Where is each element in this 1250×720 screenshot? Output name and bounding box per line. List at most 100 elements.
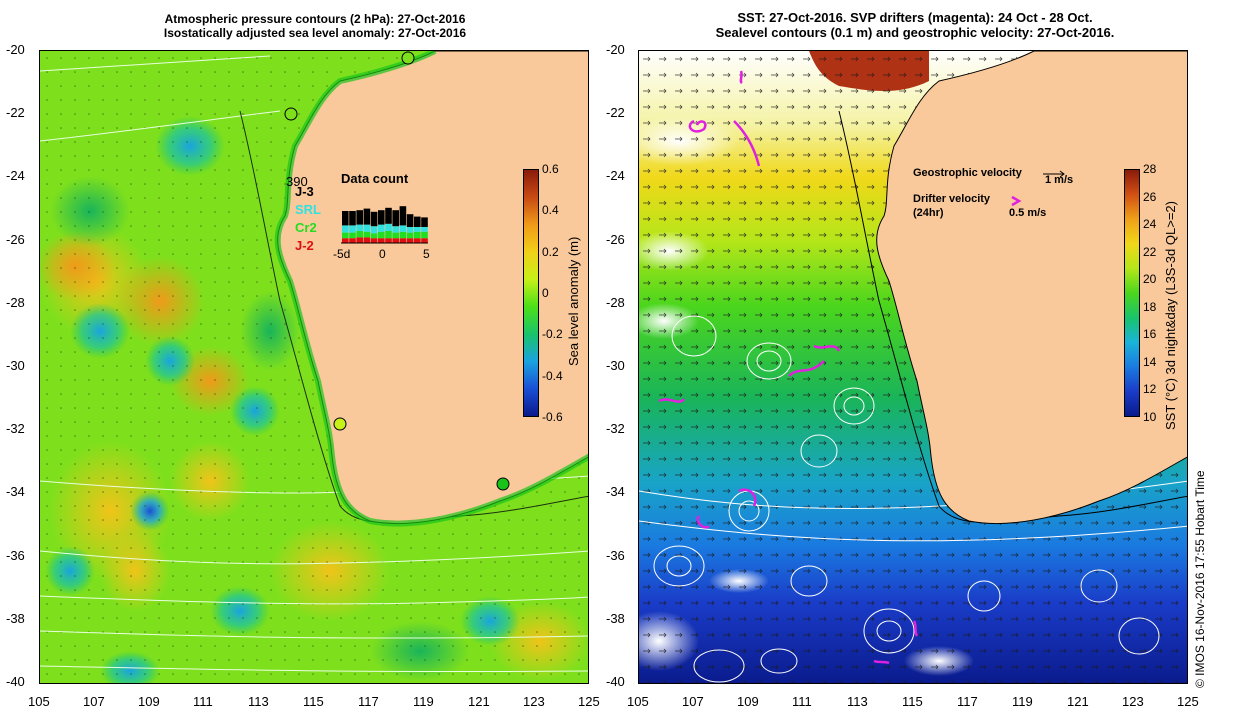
sst-colorbar-tick-label: 28 bbox=[1143, 162, 1157, 176]
right-x-tick-label: 111 bbox=[792, 694, 812, 709]
right-y-tick-label: -24 bbox=[606, 168, 625, 184]
sla-colorbar-tick-label: -0.2 bbox=[542, 327, 563, 342]
sla-colorbar-tick-label: 0.4 bbox=[542, 203, 559, 218]
data-count-bar bbox=[421, 231, 428, 239]
data-count-bar bbox=[385, 238, 392, 243]
data-count-bar bbox=[349, 238, 356, 243]
data-count-bar bbox=[406, 238, 414, 243]
data-count-bar bbox=[385, 231, 392, 239]
sst-colorbar bbox=[1124, 169, 1140, 417]
data-count-bar bbox=[392, 210, 399, 227]
right-x-tick-label: 121 bbox=[1067, 694, 1089, 709]
data-count-title: Data count bbox=[341, 171, 409, 186]
sst-colorbar-tick-label: 14 bbox=[1143, 354, 1157, 369]
data-count-bar bbox=[349, 232, 356, 239]
data-count-bar bbox=[363, 237, 371, 243]
left-y-tick-label: -38 bbox=[6, 610, 25, 626]
svp-drifter-tracks bbox=[658, 70, 919, 665]
data-count-bar bbox=[342, 238, 349, 243]
data-count-bar bbox=[356, 237, 363, 243]
right-y-tick-label: -22 bbox=[606, 105, 625, 121]
right-y-tick-label: -38 bbox=[606, 610, 625, 626]
data-count-bar bbox=[414, 227, 421, 232]
right-y-tick-label: -36 bbox=[606, 547, 625, 563]
left-title-line1: Atmospheric pressure contours (2 hPa): 2… bbox=[164, 12, 466, 26]
sealevel-contours bbox=[639, 315, 1187, 683]
data-count-bar bbox=[399, 238, 407, 243]
data-count-bar bbox=[421, 217, 428, 227]
tide-gauge-markers bbox=[284, 51, 510, 491]
left-x-tick-label: 113 bbox=[248, 694, 269, 709]
right-y-tick-label: -28 bbox=[606, 294, 625, 310]
sla-map-svg bbox=[40, 51, 588, 683]
left-y-tick-label: -40 bbox=[6, 674, 25, 689]
right-x-tick-label: 125 bbox=[1177, 694, 1199, 709]
left-y-tick-label: -20 bbox=[6, 42, 25, 57]
coastal-green-band bbox=[274, 51, 588, 527]
right-y-tick-label: -32 bbox=[606, 421, 625, 437]
data-count-bar bbox=[399, 231, 407, 239]
data-count-bar bbox=[392, 238, 399, 243]
right-x-tick-label: 113 bbox=[847, 694, 868, 709]
right-y-tick-label: -20 bbox=[606, 42, 625, 57]
sla-colorbar bbox=[523, 169, 539, 417]
drifter-velocity-label: Drifter velocity bbox=[913, 193, 991, 205]
left-y-tick-label: -28 bbox=[6, 294, 25, 310]
data-count-bar bbox=[421, 227, 428, 232]
data-count-legend-item: Cr2 bbox=[295, 220, 317, 235]
sst-map: Geostrophic velocity 1 m/s Drifter veloc… bbox=[638, 50, 1188, 684]
left-map-title: Atmospheric pressure contours (2 hPa): 2… bbox=[40, 12, 590, 40]
right-x-tick-label: 123 bbox=[1122, 694, 1144, 709]
data-count-bar bbox=[414, 216, 421, 227]
left-y-tick-label: -24 bbox=[6, 168, 25, 184]
right-x-tick-label: 117 bbox=[957, 694, 978, 709]
right-y-tick-label: -40 bbox=[606, 674, 625, 689]
data-count-bar bbox=[399, 206, 407, 226]
data-count-bar bbox=[378, 210, 385, 225]
geo-velocity-label: Geostrophic velocity bbox=[913, 167, 1022, 179]
data-count-bar bbox=[406, 214, 414, 227]
sst-colorbar-tick-label: 22 bbox=[1143, 244, 1157, 259]
data-count-bar bbox=[342, 225, 349, 233]
sst-colorbar-tick-label: 16 bbox=[1143, 327, 1157, 342]
sla-colorbar-tick-label: -0.4 bbox=[542, 368, 563, 383]
data-count-bar bbox=[414, 238, 421, 243]
data-count-bar bbox=[370, 238, 378, 243]
tide-gauge-marker bbox=[284, 107, 298, 121]
left-x-tick-label: 117 bbox=[358, 694, 379, 709]
data-count-top-value: 390 bbox=[286, 174, 308, 189]
geo-scale-arrow bbox=[1043, 170, 1065, 178]
australia-landmass bbox=[876, 51, 1187, 524]
right-x-tick-label: 105 bbox=[627, 694, 649, 709]
sst-colorbar-tick-label: 10 bbox=[1143, 410, 1157, 424]
data-count-bar bbox=[392, 226, 399, 233]
data-count-bar bbox=[406, 227, 414, 233]
tide-gauge-marker bbox=[496, 477, 510, 491]
data-count-bar bbox=[356, 231, 363, 238]
left-x-tick-label: 111 bbox=[193, 694, 213, 709]
sst-map-svg bbox=[639, 51, 1187, 683]
data-count-bar bbox=[370, 226, 378, 234]
tide-gauge-marker bbox=[401, 51, 415, 65]
drifter-velocity-scale: 0.5 m/s bbox=[1009, 207, 1047, 219]
right-title-line1: SST: 27-Oct-2016. SVP drifters (magenta)… bbox=[737, 10, 1093, 25]
left-x-tick-label: 115 bbox=[303, 694, 324, 709]
data-count-bar bbox=[363, 224, 371, 232]
sst-colorbar-tick-label: 24 bbox=[1143, 217, 1157, 232]
sla-colorbar-tick-label: -0.6 bbox=[542, 410, 563, 424]
data-count-bar bbox=[356, 210, 363, 225]
sst-colorbar-tick-label: 12 bbox=[1143, 382, 1157, 397]
data-count-histogram bbox=[342, 206, 428, 243]
left-x-tick-label: 107 bbox=[83, 694, 105, 709]
right-y-tick-label: -30 bbox=[606, 358, 625, 373]
drifter-velocity-sub: (24hr) bbox=[913, 207, 944, 219]
sla-colorbar-title: Sea level anomaly (m) bbox=[566, 236, 581, 366]
sla-colorbar-tick-label: 0.6 bbox=[542, 162, 559, 176]
data-count-bar bbox=[414, 231, 421, 239]
right-x-tick-label: 107 bbox=[682, 694, 704, 709]
left-y-tick-label: -36 bbox=[6, 547, 25, 563]
data-count-legend-item: SRL bbox=[295, 202, 321, 217]
data-count-bar bbox=[406, 232, 414, 239]
sea-level-anomaly-map: Data count 390 J-3 SRL Cr2 J-2 -5d 0 5 bbox=[39, 50, 589, 684]
data-count-bar bbox=[378, 238, 385, 243]
